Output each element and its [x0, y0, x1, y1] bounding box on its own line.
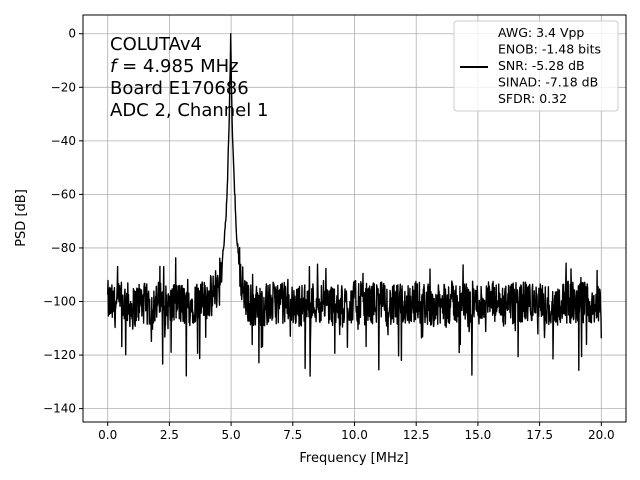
y-axis-ticks: 0 −20 −40 −60 −80 −100 −120 −140	[43, 27, 83, 416]
x-tick-label: 17.5	[526, 428, 553, 442]
y-tick-label: −40	[51, 134, 76, 148]
y-tick-label: −80	[51, 241, 76, 255]
x-tick-label: 0.0	[98, 428, 117, 442]
legend-entry-awg: AWG: 3.4 Vpp	[498, 25, 584, 40]
annotation-frequency-value: = 4.985 MHz	[116, 56, 238, 77]
y-tick-label: −20	[51, 80, 76, 94]
legend-box	[453, 20, 619, 112]
x-tick-label: 7.5	[283, 428, 302, 442]
annotation-line-3: Board E170686	[110, 78, 249, 99]
plot-area	[107, 33, 602, 377]
annotation-frequency-symbol: f	[110, 56, 119, 77]
y-tick-label: −120	[43, 348, 76, 362]
legend-entry-sinad: SINAD: -7.18 dB	[498, 75, 598, 90]
legend: AWG: 3.4 Vpp ENOB: -1.48 bits SNR: -5.28…	[453, 20, 619, 112]
legend-entry-snr: SNR: -5.28 dB	[498, 58, 585, 73]
y-tick-label: 0	[68, 27, 76, 41]
legend-entry-enob: ENOB: -1.48 bits	[498, 42, 601, 57]
x-tick-label: 15.0	[465, 428, 492, 442]
y-tick-label: −140	[43, 402, 76, 416]
x-tick-label: 12.5	[403, 428, 430, 442]
annotation-line-1: COLUTAv4	[110, 34, 202, 55]
x-tick-label: 20.0	[588, 428, 615, 442]
y-axis-label: PSD [dB]	[14, 189, 29, 247]
x-axis-ticks: 0.0 2.5 5.0 7.5 10.0 12.5 15.0 17.5 20.0	[98, 422, 615, 442]
x-tick-label: 2.5	[160, 428, 179, 442]
x-tick-label: 10.0	[341, 428, 368, 442]
psd-series-line	[107, 33, 602, 377]
annotation-line-4: ADC 2, Channel 1	[110, 100, 268, 121]
x-tick-label: 5.0	[222, 428, 241, 442]
annotation-text: COLUTAv4 f = 4.985 MHz Board E170686 ADC…	[110, 34, 268, 121]
y-tick-label: −60	[51, 187, 76, 201]
annotation-line-2: f = 4.985 MHz	[110, 56, 239, 77]
legend-entry-sfdr: SFDR: 0.32	[498, 91, 567, 106]
y-tick-label: −100	[43, 295, 76, 309]
x-axis-label: Frequency [MHz]	[299, 451, 408, 466]
